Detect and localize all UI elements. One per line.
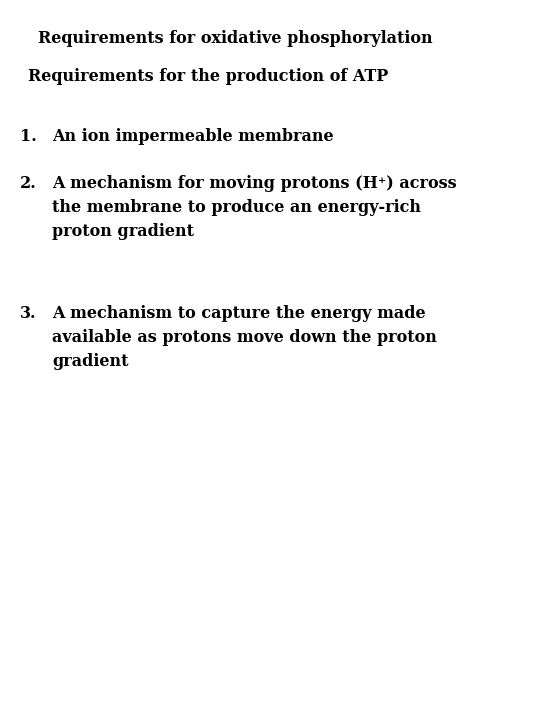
Text: 3.: 3. [20,305,37,322]
Text: 1.: 1. [20,128,37,145]
Text: 2.: 2. [20,175,37,192]
Text: A mechanism for moving protons (H⁺) across: A mechanism for moving protons (H⁺) acro… [52,175,457,192]
Text: An ion impermeable membrane: An ion impermeable membrane [52,128,334,145]
Text: Requirements for oxidative phosphorylation: Requirements for oxidative phosphorylati… [38,30,433,47]
Text: proton gradient: proton gradient [52,223,194,240]
Text: the membrane to produce an energy-rich: the membrane to produce an energy-rich [52,199,421,216]
Text: A mechanism to capture the energy made: A mechanism to capture the energy made [52,305,426,322]
Text: Requirements for the production of ATP: Requirements for the production of ATP [28,68,388,85]
Text: gradient: gradient [52,353,129,370]
Text: available as protons move down the proton: available as protons move down the proto… [52,329,437,346]
